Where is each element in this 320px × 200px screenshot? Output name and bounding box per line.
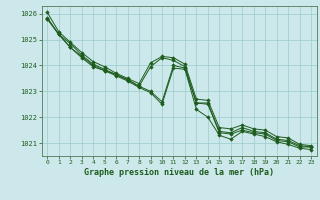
X-axis label: Graphe pression niveau de la mer (hPa): Graphe pression niveau de la mer (hPa) [84, 168, 274, 177]
